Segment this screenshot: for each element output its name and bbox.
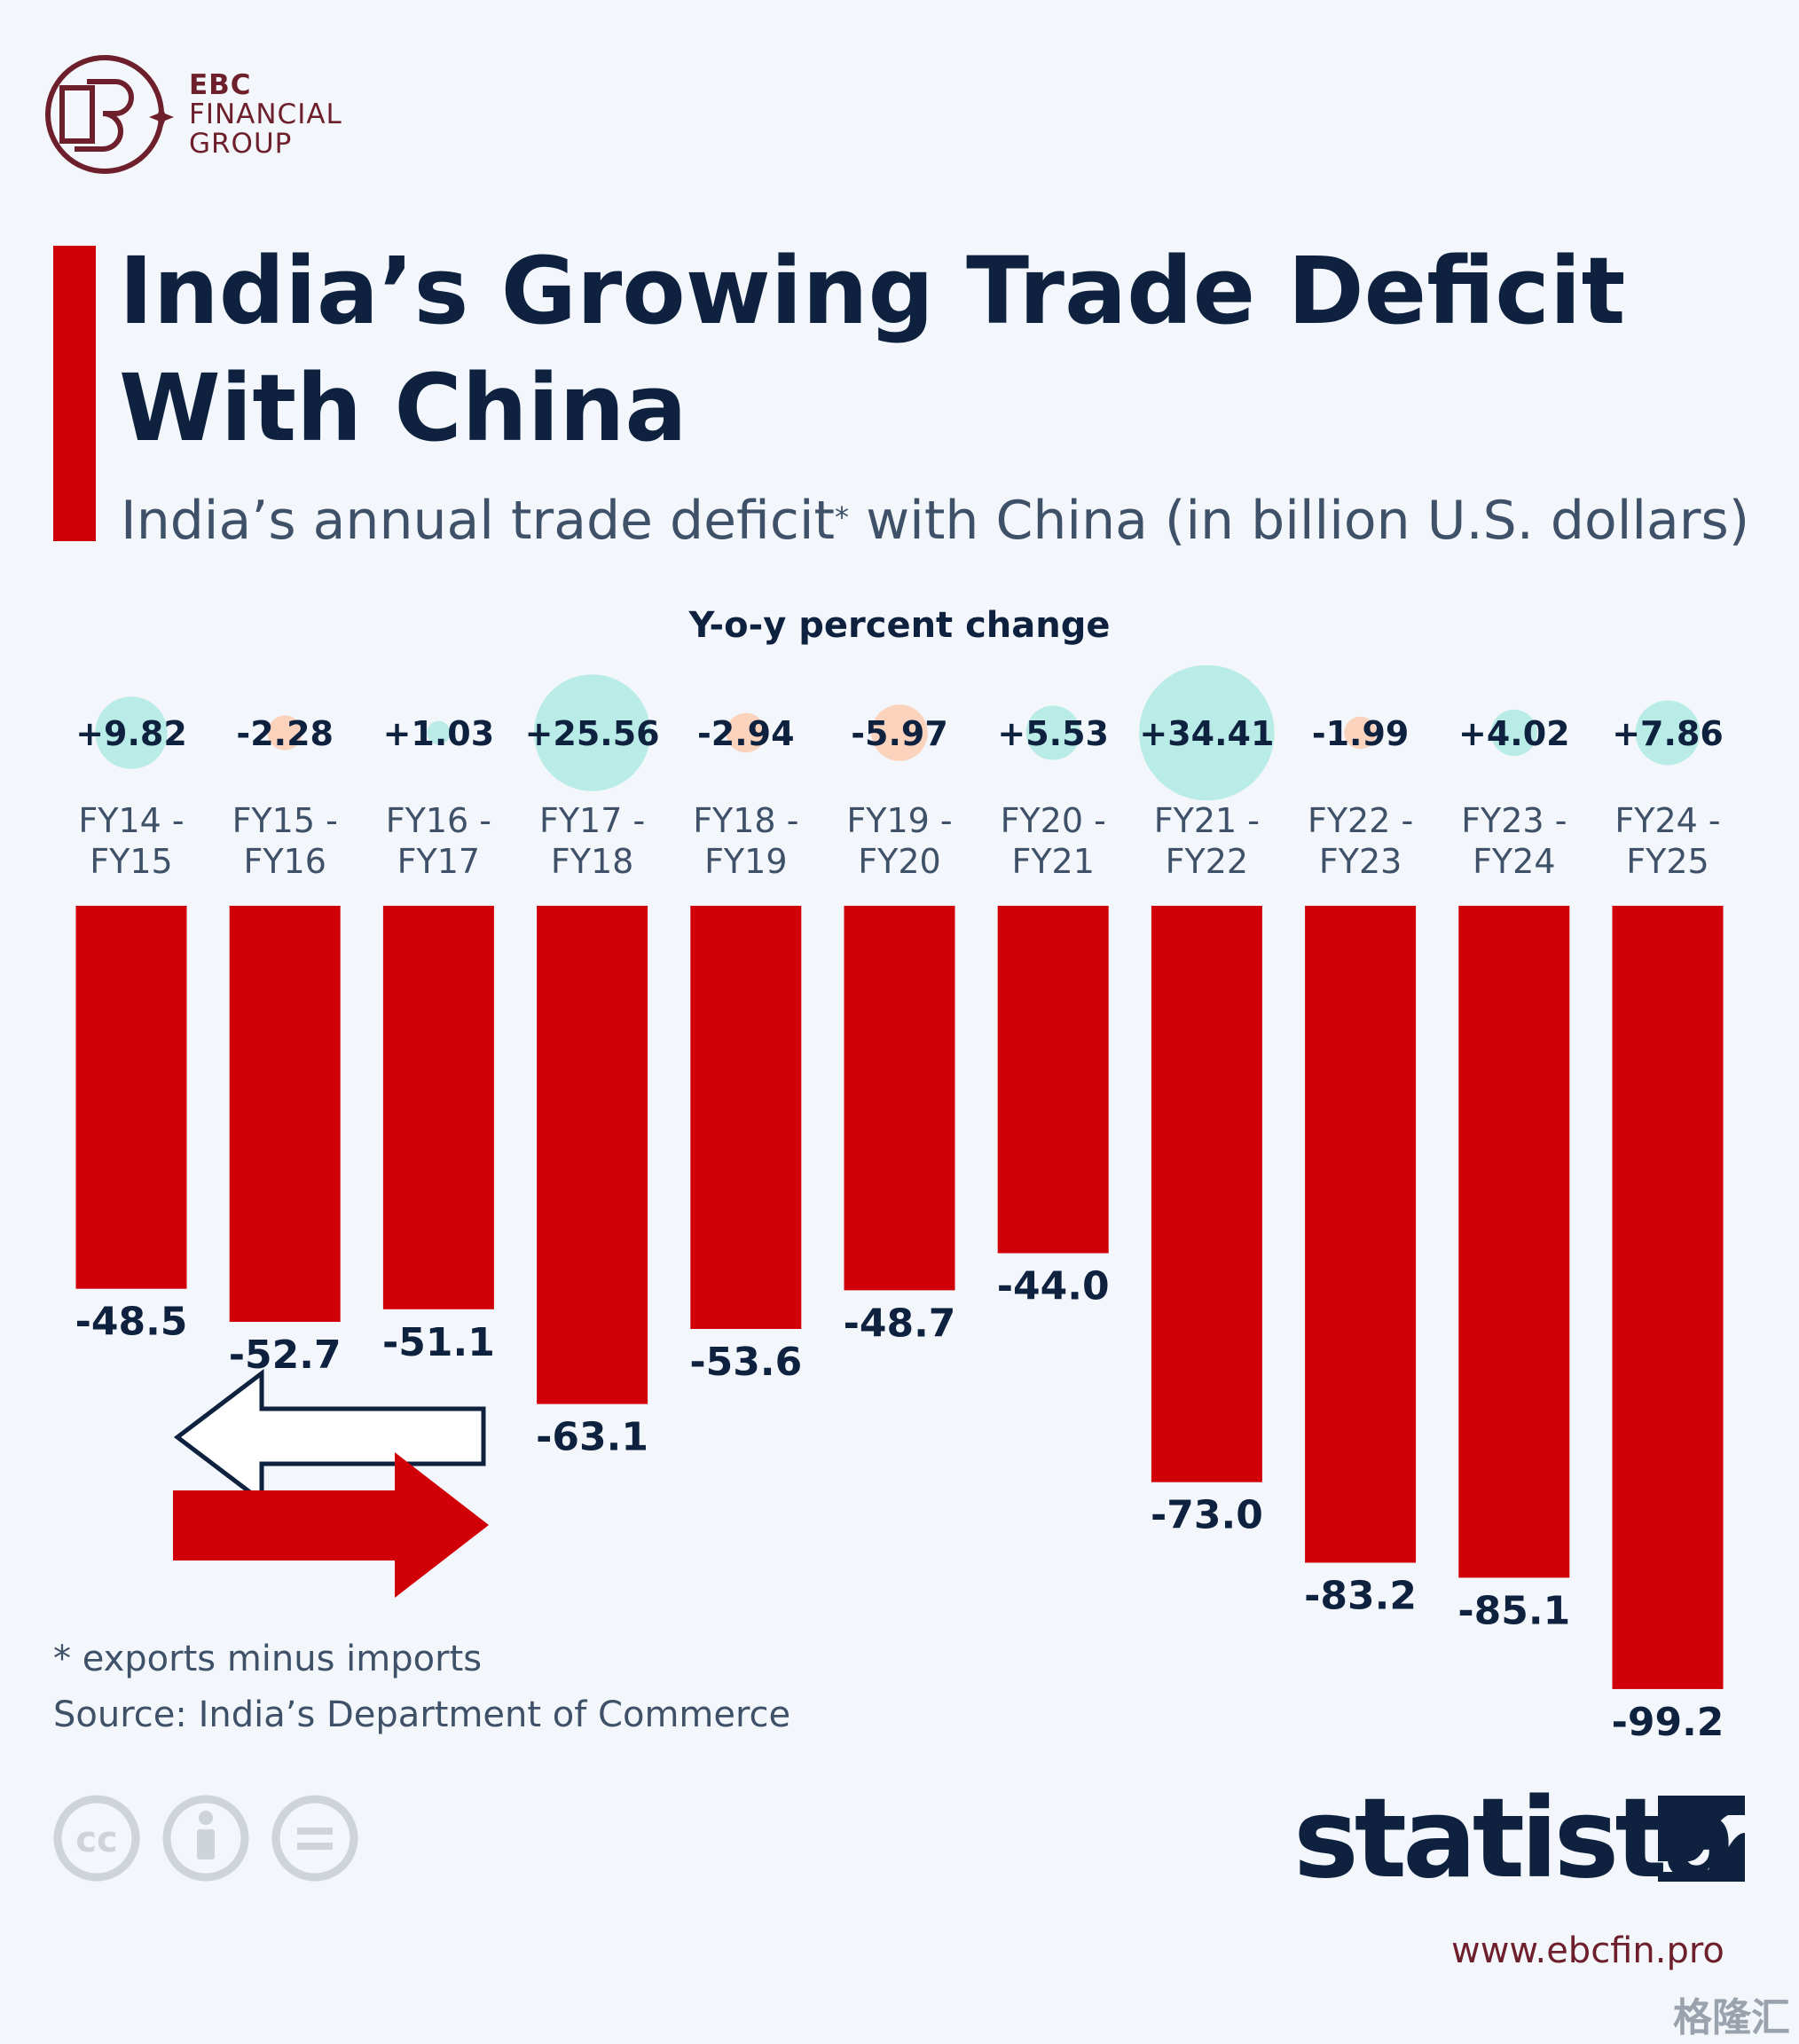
bar (997, 906, 1109, 1254)
brand-line-1: EBC (189, 69, 252, 101)
cc-icon: cc (53, 1795, 140, 1882)
yoy-label: -5.97 (851, 714, 948, 753)
source-note: Source: India’s Department of Commerce (53, 1694, 791, 1735)
yoy-label: +34.41 (1139, 714, 1274, 753)
page-subtitle: India’s annual trade deficit* with China… (121, 488, 1788, 554)
category-label: FY23 - (1461, 801, 1567, 840)
ebc-logo-icon (45, 55, 174, 174)
bar-value-label: -73.0 (1151, 1493, 1263, 1538)
brand-line-3: GROUP (189, 128, 293, 160)
category-label: FY21 - (1154, 801, 1260, 840)
yoy-bubble (1344, 716, 1377, 750)
svg-text:cc: cc (75, 1820, 117, 1860)
yoy-label: +25.56 (525, 714, 660, 753)
yoy-label: +1.03 (383, 714, 495, 753)
statista-wordmark: statista (1293, 1775, 1737, 1903)
website-link[interactable]: www.ebcfin.pro (1451, 1930, 1724, 1971)
category-label: FY15 (90, 842, 172, 881)
bar-value-label: -48.5 (75, 1300, 188, 1345)
yoy-bubble (427, 720, 451, 745)
yoy-title: Y-o-y percent change (688, 605, 1111, 646)
watermark: 格隆汇 (1673, 1995, 1790, 2040)
bar (1458, 906, 1570, 1578)
category-label: FY20 (858, 842, 940, 881)
nd-equals-icon (271, 1795, 358, 1882)
yoy-label: +7.86 (1612, 714, 1724, 753)
yoy-label: -1.99 (1312, 714, 1410, 753)
yoy-bubble (1139, 664, 1275, 801)
category-label: FY16 (243, 842, 326, 881)
footnote: * exports minus imports (53, 1639, 483, 1679)
bar-value-label: -52.7 (229, 1333, 342, 1378)
trade-arrows-icon (173, 1368, 489, 1598)
category-label: FY19 - (846, 801, 952, 840)
yoy-bubble (267, 715, 302, 751)
category-label: FY19 (704, 842, 787, 881)
yoy-label: -2.28 (236, 714, 334, 753)
page-title: India’s Growing Trade Deficit With China (119, 232, 1760, 467)
title-accent-bar (53, 246, 96, 541)
subtitle-footnote-mark: * (835, 500, 850, 534)
bar (75, 906, 187, 1289)
category-label: FY23 (1319, 842, 1402, 881)
bar (229, 906, 341, 1322)
subtitle-text-rest: with China (in billion U.S. dollars) (849, 490, 1750, 552)
bars: -48.5 FY14 -FY15 -52.7 FY15 -FY16 -51.1 FY16 … (75, 801, 1724, 1745)
yoy-label: +5.53 (997, 714, 1109, 753)
category-label: FY22 (1166, 842, 1248, 881)
category-label: FY20 - (1001, 801, 1106, 840)
category-label: FY25 (1626, 842, 1709, 881)
bar-value-label: -85.1 (1457, 1588, 1570, 1633)
bar (382, 906, 494, 1309)
bar-value-label: -51.1 (382, 1320, 495, 1365)
ebc-brand: EBC FINANCIAL GROUP (189, 71, 342, 159)
yoy-bubble (726, 712, 766, 753)
yoy-label: -2.94 (697, 714, 795, 753)
subtitle-text: India’s annual trade deficit (121, 490, 836, 552)
title-line-1: India’s Growing Trade Deficit (119, 237, 1626, 345)
bar (1612, 906, 1724, 1689)
category-label: FY16 - (386, 801, 491, 840)
yoy-label: +4.02 (1458, 714, 1570, 753)
yoy-bubble (1490, 709, 1537, 757)
by-person-icon (162, 1795, 249, 1882)
bar (844, 906, 955, 1291)
yoy-label: +9.82 (75, 714, 187, 753)
brand-line-2: FINANCIAL (189, 98, 342, 130)
bar-value-label: -83.2 (1304, 1574, 1417, 1619)
bar (537, 906, 648, 1404)
bar (1151, 906, 1262, 1482)
category-label: FY14 - (78, 801, 184, 840)
category-label: FY18 (551, 842, 633, 881)
bar-value-label: -53.6 (689, 1340, 802, 1385)
category-label: FY18 - (693, 801, 798, 840)
bar-value-label: -99.2 (1612, 1700, 1724, 1745)
yoy-bubble (95, 696, 168, 769)
category-label: FY17 - (539, 801, 645, 840)
yoy-bubble (1025, 705, 1080, 760)
yoy-bubble (533, 674, 651, 791)
yoy-bubbles: +9.82 -2.28 +1.03 +25.56 -2.94 -5.97 +5.53 +34.… (75, 664, 1724, 801)
bar (690, 906, 802, 1329)
yoy-bubble (1635, 700, 1701, 766)
bar (1305, 906, 1417, 1563)
category-label: FY15 - (232, 801, 338, 840)
category-label: FY22 - (1308, 801, 1413, 840)
category-label: FY24 (1473, 842, 1555, 881)
category-label: FY21 (1011, 842, 1094, 881)
statista-logo-icon (1658, 1796, 1745, 1882)
category-label: FY24 - (1614, 801, 1720, 840)
yoy-bubble (871, 704, 928, 761)
bar-value-label: -48.7 (844, 1301, 956, 1346)
title-line-2: With China (119, 354, 687, 462)
bar-value-label: -63.1 (536, 1415, 648, 1460)
category-label: FY17 (397, 842, 480, 881)
bar-value-label: -44.0 (997, 1264, 1110, 1309)
